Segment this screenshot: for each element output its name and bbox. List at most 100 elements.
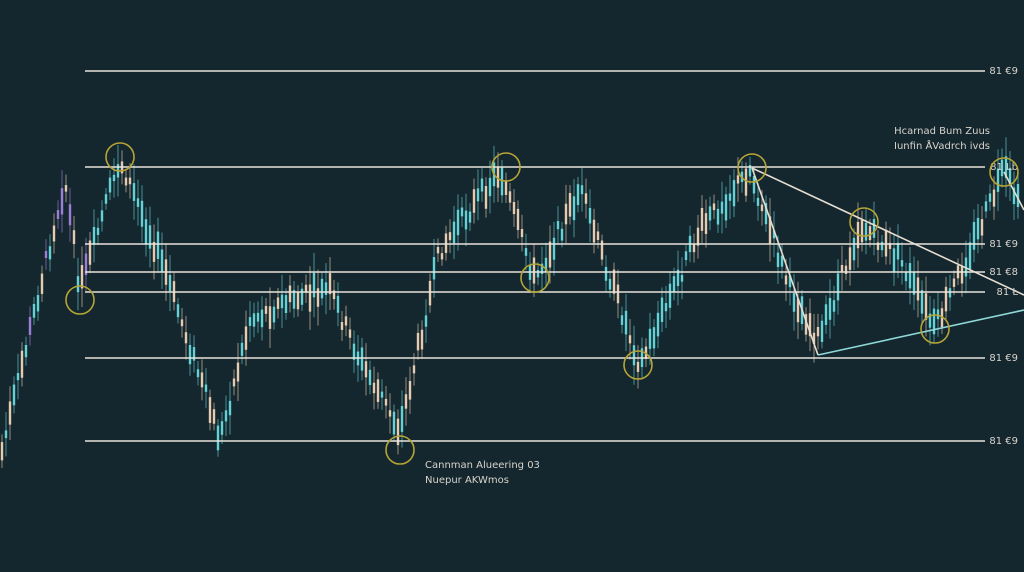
- candle-body: [400, 405, 404, 432]
- candle-body: [884, 229, 888, 257]
- candle-body: [512, 201, 516, 215]
- candle-body: [672, 276, 676, 292]
- candle-body: [68, 204, 72, 226]
- candle-body: [820, 320, 824, 343]
- candle-body: [396, 418, 400, 446]
- candle-body: [76, 276, 80, 293]
- candle-body: [228, 400, 232, 416]
- candle-body: [456, 209, 460, 236]
- candle-body: [40, 273, 44, 294]
- candle-body: [540, 263, 544, 274]
- candle-body: [636, 361, 640, 372]
- candle-body: [156, 231, 160, 259]
- candle-body: [680, 274, 684, 282]
- annotation-text: Cannman Alueering 03: [425, 460, 540, 471]
- candle-body: [352, 343, 356, 360]
- pivot-circle: [491, 152, 521, 182]
- candle-body: [692, 244, 696, 253]
- candle-body: [140, 200, 144, 227]
- candle-body: [364, 361, 368, 378]
- candle-body: [224, 410, 228, 422]
- candle-body: [900, 260, 904, 267]
- level-label: 81 €9: [989, 66, 1018, 77]
- candle-body: [84, 253, 88, 276]
- candle-body: [468, 211, 472, 223]
- candle-body: [828, 297, 832, 320]
- candle-body: [420, 329, 424, 350]
- candle-body: [944, 286, 948, 312]
- candle-body: [992, 189, 996, 207]
- candle-body: [216, 425, 220, 451]
- candle-body: [252, 313, 256, 327]
- candle-body: [408, 381, 412, 400]
- candle-body: [736, 175, 740, 184]
- candle-body: [764, 203, 768, 225]
- pivot-circle: [623, 350, 653, 380]
- candle-body: [732, 180, 736, 207]
- candle-body: [920, 290, 924, 314]
- candle-body: [320, 278, 324, 299]
- annotations: Hcarnad Bum Zuus Iunfin ÅVadrch ivds Cannm…: [425, 126, 990, 486]
- candle-body: [304, 284, 308, 293]
- candle-body: [324, 282, 328, 295]
- candle-body: [748, 165, 752, 177]
- candle-body: [208, 397, 212, 423]
- candle-body: [232, 378, 236, 387]
- candle-body: [1004, 156, 1008, 178]
- level-label: 81 €9: [989, 239, 1018, 250]
- candle-body: [948, 288, 952, 298]
- candle-body: [312, 272, 316, 298]
- candle-body: [316, 288, 320, 307]
- candle-body: [292, 290, 296, 309]
- candle-body: [728, 193, 732, 201]
- candle-body: [100, 210, 104, 222]
- candle-body: [48, 246, 52, 260]
- candle-body: [868, 226, 872, 241]
- candle-body: [704, 213, 708, 235]
- candle-body: [20, 350, 24, 378]
- candle-body: [656, 312, 660, 337]
- candle-body: [684, 251, 688, 261]
- pivot-markers: [65, 142, 1019, 465]
- candle-body: [952, 278, 956, 287]
- level-label: 81 €9: [989, 353, 1018, 364]
- candle-body: [280, 294, 284, 309]
- candle-body: [260, 309, 264, 328]
- candle-body: [428, 280, 432, 306]
- candle-body: [244, 326, 248, 350]
- candle-body: [792, 293, 796, 312]
- candle-body: [12, 384, 16, 406]
- candle-body: [380, 391, 384, 398]
- pivot-circle: [105, 142, 135, 172]
- candle-body: [196, 369, 200, 378]
- candle-body: [220, 421, 224, 435]
- candle-body: [128, 177, 132, 185]
- candle-body: [8, 401, 12, 425]
- candle-body: [836, 273, 840, 301]
- candle-body: [1008, 167, 1012, 185]
- candle-body: [784, 275, 788, 285]
- candle-body: [112, 174, 116, 182]
- candle-body: [608, 278, 612, 290]
- candle-body: [556, 221, 560, 230]
- candle-body: [812, 332, 816, 344]
- candle-body: [816, 326, 820, 337]
- candle-body: [148, 225, 152, 249]
- candle-body: [236, 362, 240, 382]
- candle-body: [652, 327, 656, 349]
- candle-body: [44, 250, 48, 258]
- candle-body: [524, 248, 528, 256]
- pivot-circle: [737, 153, 767, 183]
- candle-body: [648, 328, 652, 349]
- candle-body: [804, 314, 808, 335]
- candle-body: [212, 409, 216, 424]
- candle-body: [192, 347, 196, 361]
- candle-body: [996, 168, 1000, 192]
- candle-body: [788, 275, 792, 288]
- candle-body: [780, 255, 784, 267]
- candle-body: [248, 317, 252, 326]
- candle-body: [496, 166, 500, 188]
- trend-line: [1003, 171, 1024, 211]
- candle-body: [36, 295, 40, 312]
